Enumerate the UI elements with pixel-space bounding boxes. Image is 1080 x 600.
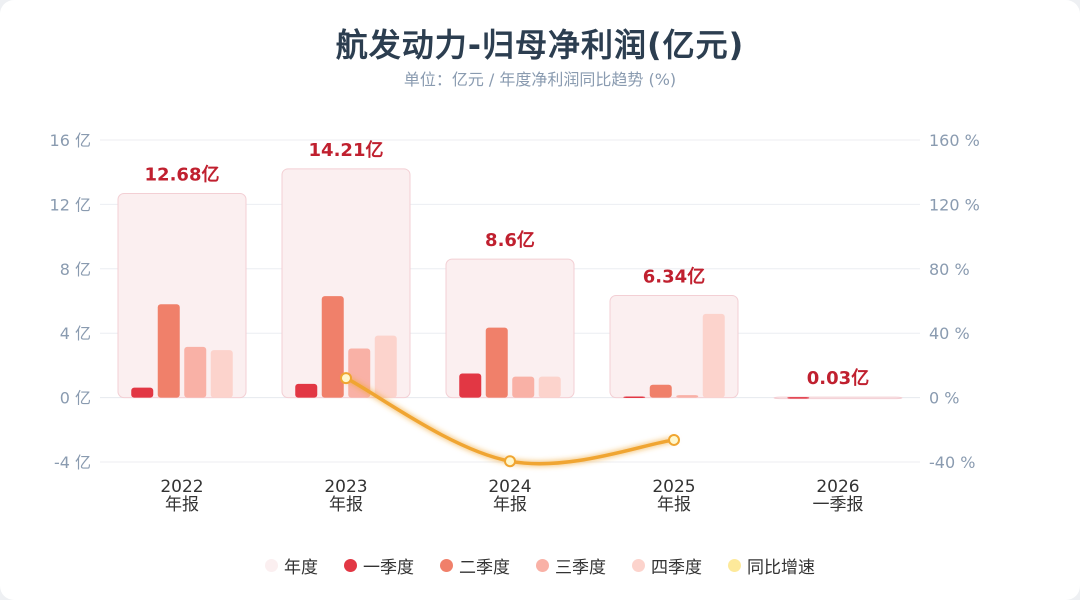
legend-item[interactable]: 同比增速: [728, 553, 815, 578]
x-tick-label-year: 2025: [652, 477, 695, 497]
legend-label: 二季度: [459, 558, 510, 578]
q1-bar: [131, 387, 154, 398]
x-tick-label-period: 年报: [657, 495, 691, 515]
y-left-tick-label: -4 亿: [54, 453, 91, 472]
x-tick-label-period: 年报: [165, 495, 199, 515]
x-tick-label-period: 年报: [493, 495, 527, 515]
x-tick-label-year: 2022: [160, 477, 203, 497]
x-tick-label-year: 2024: [488, 477, 531, 497]
q4-dot-icon: [632, 559, 645, 572]
legend-label: 同比增速: [747, 558, 815, 578]
q2-bar: [649, 384, 672, 398]
yoy-point: [340, 372, 352, 385]
chart-title: 航发动力-归母净利润(亿元): [335, 26, 745, 64]
annual-bar: [117, 192, 247, 399]
annual-data-label: 0.03亿: [807, 367, 869, 389]
q3-bar: [184, 346, 207, 398]
q1-bar: [623, 396, 646, 398]
x-tick-label-year: 2026: [816, 477, 859, 497]
y-left-tick-label: 0 亿: [60, 389, 91, 408]
q1-bar: [787, 397, 810, 399]
y-left-tick-label: 4 亿: [60, 324, 91, 343]
y-right-tick-label: 0 %: [929, 389, 959, 408]
x-tick-label-period: 一季报: [813, 495, 864, 515]
legend-item[interactable]: 四季度: [632, 553, 702, 578]
y-right-tick-label: 80 %: [929, 260, 970, 279]
annual-data-label: 12.68亿: [145, 163, 220, 185]
legend-label: 年度: [284, 558, 318, 578]
legend-item[interactable]: 一季度: [344, 553, 414, 578]
annual-data-label: 6.34亿: [643, 266, 705, 288]
y-right-tick-label: -40 %: [929, 453, 975, 472]
x-tick-label-period: 年报: [329, 495, 363, 515]
yoy-point: [504, 455, 516, 468]
chart-legend: 年度 一季度 二季度 三季度 四季度 同比增速: [0, 553, 1080, 578]
chart-subtitle: 单位：亿元 / 年度净利润同比趋势 (%): [403, 70, 677, 89]
legend-item[interactable]: 三季度: [536, 553, 606, 578]
legend-label: 四季度: [651, 558, 702, 578]
q4-bar: [374, 335, 397, 398]
q4-bar: [210, 350, 233, 398]
yoy-point: [668, 433, 680, 446]
annual-dot-icon: [265, 559, 278, 572]
q1-bar: [459, 373, 482, 398]
q2-dot-icon: [440, 559, 453, 572]
y-right-tick-label: 160 %: [929, 131, 980, 150]
q3-dot-icon: [536, 559, 549, 572]
q3-bar: [348, 348, 371, 398]
q4-bar: [702, 313, 725, 398]
legend-label: 三季度: [555, 558, 606, 578]
q4-bar: [538, 376, 561, 398]
annual-data-label: 8.6亿: [485, 229, 535, 251]
yoy-dot-icon: [728, 559, 741, 572]
x-tick-label-year: 2023: [324, 477, 367, 497]
annual-data-label: 14.21亿: [309, 139, 384, 161]
q3-bar: [512, 376, 535, 398]
q3-bar: [676, 395, 699, 398]
y-left-tick-label: 12 亿: [50, 195, 91, 214]
y-left-tick-label: 16 亿: [50, 131, 91, 150]
q2-bar: [485, 327, 508, 398]
y-right-tick-label: 40 %: [929, 324, 970, 343]
annual-bar: [445, 258, 575, 399]
y-left-tick-label: 8 亿: [60, 260, 91, 279]
q2-bar: [321, 296, 344, 398]
q1-dot-icon: [344, 559, 357, 572]
legend-label: 一季度: [363, 558, 414, 578]
y-right-tick-label: 120 %: [929, 195, 980, 214]
legend-item[interactable]: 二季度: [440, 553, 510, 578]
legend-item[interactable]: 年度: [265, 553, 318, 578]
q2-bar: [157, 304, 180, 398]
q1-bar: [295, 383, 318, 398]
